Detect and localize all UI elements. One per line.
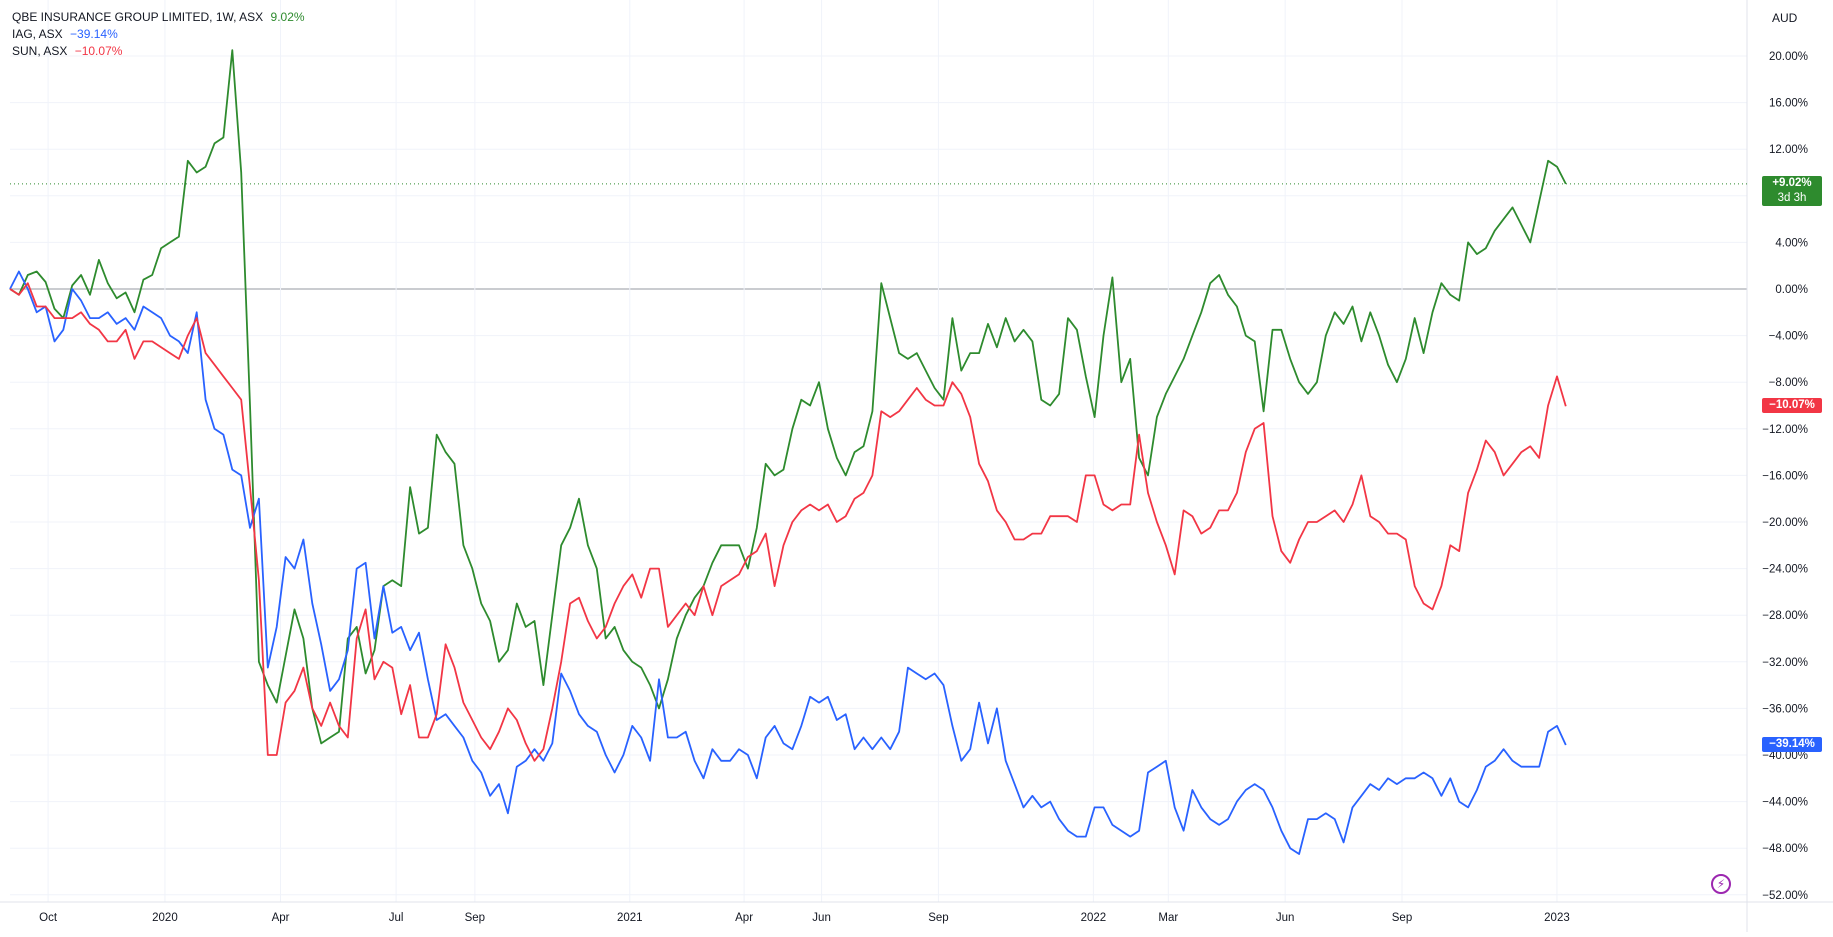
x-tick-label: Apr — [272, 912, 290, 924]
x-tick-label: Mar — [1158, 912, 1178, 924]
legend-row-iag[interactable]: IAG, ASX −39.14% — [12, 26, 305, 43]
y-tick-label: −20.00% — [1762, 517, 1808, 529]
y-tick-label: 0.00% — [1775, 284, 1808, 296]
series-line-qbe[interactable] — [9, 49, 1567, 745]
series-line-iag[interactable] — [9, 270, 1567, 855]
last-value-badge-iag: −39.14% — [1762, 736, 1822, 752]
badge-qbe-value: +9.02% — [1772, 176, 1812, 189]
y-tick-label: −4.00% — [1769, 331, 1808, 343]
x-tick-label: Sep — [1392, 912, 1412, 924]
y-tick-label: −52.00% — [1762, 890, 1808, 902]
x-tick-label: 2021 — [617, 912, 643, 924]
x-tick-label: Jun — [1276, 912, 1295, 924]
legend-value-iag: −39.14% — [70, 27, 118, 41]
y-tick-label: 12.00% — [1769, 144, 1808, 156]
flash-icon[interactable]: ⚡ — [1711, 874, 1731, 894]
legend-label-iag: IAG, ASX — [12, 27, 63, 41]
last-value-badge-sun: −10.07% — [1762, 398, 1822, 414]
x-tick-label: 2023 — [1544, 912, 1570, 924]
y-tick-label: −44.00% — [1762, 797, 1808, 809]
y-tick-label: 20.00% — [1769, 51, 1808, 63]
x-tick-label: Apr — [735, 912, 753, 924]
x-tick-label: Oct — [39, 912, 58, 924]
x-tick-label: 2020 — [152, 912, 178, 924]
legend-label-sun: SUN, ASX — [12, 44, 68, 58]
y-tick-label: −32.00% — [1762, 657, 1808, 669]
y-tick-label: −48.00% — [1762, 843, 1808, 855]
x-tick-label: Sep — [928, 912, 948, 924]
currency-unit-label: AUD — [1772, 11, 1798, 25]
badge-iag-value: −39.14% — [1769, 737, 1815, 750]
legend-row-sun[interactable]: SUN, ASX −10.07% — [12, 43, 305, 60]
y-tick-label: 16.00% — [1769, 98, 1808, 110]
y-tick-label: −36.00% — [1762, 703, 1808, 715]
y-tick-label: −24.00% — [1762, 564, 1808, 576]
y-tick-label: −12.00% — [1762, 424, 1808, 436]
y-tick-label: −40.00% — [1762, 750, 1808, 762]
series-line-sun[interactable] — [9, 282, 1567, 762]
x-tick-label: Jul — [389, 912, 404, 924]
legend-row-qbe[interactable]: QBE INSURANCE GROUP LIMITED, 1W, ASX 9.0… — [12, 9, 305, 26]
x-tick-label: Jun — [812, 912, 831, 924]
grid — [10, 0, 1747, 902]
y-tick-label: −28.00% — [1762, 610, 1808, 622]
legend: QBE INSURANCE GROUP LIMITED, 1W, ASX 9.0… — [12, 9, 305, 60]
legend-value-qbe: 9.02% — [270, 10, 305, 24]
y-tick-label: 4.00% — [1775, 237, 1808, 249]
series-lines — [9, 49, 1747, 855]
y-tick-label: −16.00% — [1762, 470, 1808, 482]
x-tick-label: Sep — [465, 912, 485, 924]
badge-sun-value: −10.07% — [1769, 399, 1815, 412]
x-tick-label: 2022 — [1081, 912, 1107, 924]
legend-label-qbe: QBE INSURANCE GROUP LIMITED, 1W, ASX — [12, 10, 264, 24]
badge-qbe-countdown: 3d 3h — [1777, 191, 1807, 204]
last-value-badge-qbe: +9.02% 3d 3h — [1762, 175, 1822, 206]
y-tick-label: −8.00% — [1769, 377, 1808, 389]
legend-value-sun: −10.07% — [74, 44, 123, 58]
